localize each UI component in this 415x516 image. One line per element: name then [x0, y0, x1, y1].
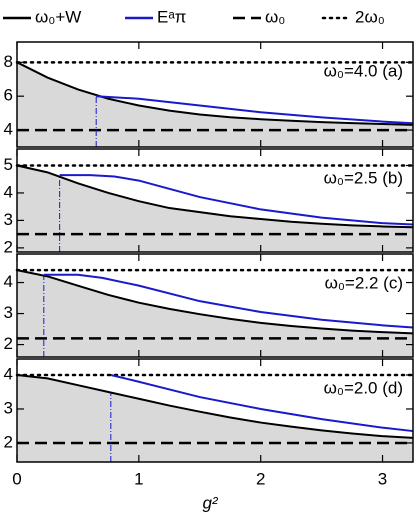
area-fill [17, 165, 413, 252]
y-tick-label: 2 [4, 237, 13, 256]
panel-frame [16, 148, 414, 253]
legend-label: ω₀ [265, 7, 285, 26]
panel-label: ω₀=2.0 (d) [324, 378, 403, 397]
series-line [16, 164, 414, 229]
panel-frame [16, 358, 414, 463]
series-line [59, 174, 414, 226]
area-fill [17, 62, 413, 147]
x-tick-label: 0 [12, 469, 21, 488]
y-tick-label: 4 [4, 120, 13, 139]
series-line [16, 269, 414, 335]
y-tick-label: 3 [4, 210, 13, 229]
y-tick-label: 5 [4, 155, 13, 174]
y-tick-label: 3 [4, 303, 13, 322]
series-line [16, 373, 414, 439]
x-tick-label: 3 [378, 469, 387, 488]
legend-label: Eᵃπ [157, 7, 186, 26]
y-tick-label: 6 [4, 86, 13, 105]
series-line [96, 95, 414, 125]
panel-label: ω₀=4.0 (a) [324, 61, 403, 80]
panel-frame [16, 41, 414, 148]
y-tick-label: 3 [4, 398, 13, 417]
area-fill [17, 374, 413, 462]
y-tick-label: 2 [4, 432, 13, 451]
area-fill [17, 270, 413, 357]
series-line [110, 374, 414, 433]
legend-label: ω₀+W [35, 7, 81, 26]
x-axis-label: g² [202, 493, 218, 512]
panel-label: ω₀=2.2 (c) [325, 273, 403, 292]
x-tick-label: 1 [134, 469, 143, 488]
y-tick-label: 8 [4, 52, 13, 71]
legend-label: 2ω₀ [355, 7, 385, 26]
y-tick-label: 2 [4, 334, 13, 353]
series-line [16, 61, 414, 126]
y-tick-label: 4 [4, 364, 13, 383]
panel-label: ω₀=2.5 (b) [324, 168, 403, 187]
panel-frame [16, 253, 414, 358]
series-line [43, 273, 414, 329]
x-tick-label: 2 [256, 469, 265, 488]
y-tick-label: 4 [4, 182, 13, 201]
y-tick-label: 4 [4, 272, 13, 291]
